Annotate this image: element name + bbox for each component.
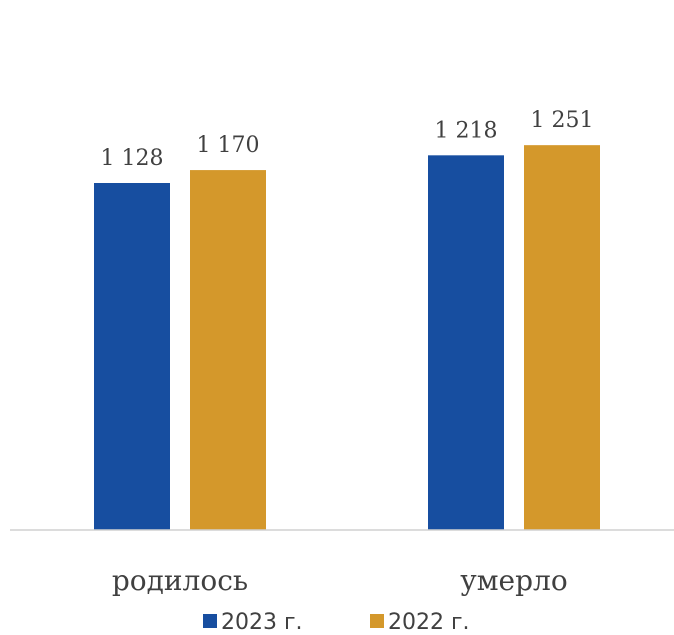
- legend-label-0: 2023 г.: [221, 610, 303, 635]
- value-labels-group: 1 128 1 170 1 218 1 251: [101, 108, 594, 171]
- category-label-0: родилось: [112, 564, 248, 597]
- bar-1-1: [524, 145, 600, 530]
- category-labels-group: родилось умерло: [112, 564, 568, 597]
- legend-label-1: 2022 г.: [388, 610, 470, 635]
- bars-group: [94, 145, 600, 531]
- category-label-1: умерло: [460, 564, 567, 597]
- bar-0-1: [190, 170, 266, 531]
- legend: 2023 г. 2022 г.: [203, 610, 470, 635]
- data-label-0-0: 1 128: [101, 146, 164, 171]
- bar-0-0: [94, 183, 170, 530]
- data-label-0-1: 1 170: [197, 133, 260, 158]
- legend-swatch-1: [370, 614, 384, 628]
- data-label-1-1: 1 251: [531, 108, 594, 133]
- legend-swatch-0: [203, 614, 217, 628]
- bar-1-0: [428, 155, 504, 530]
- data-label-1-0: 1 218: [435, 118, 498, 143]
